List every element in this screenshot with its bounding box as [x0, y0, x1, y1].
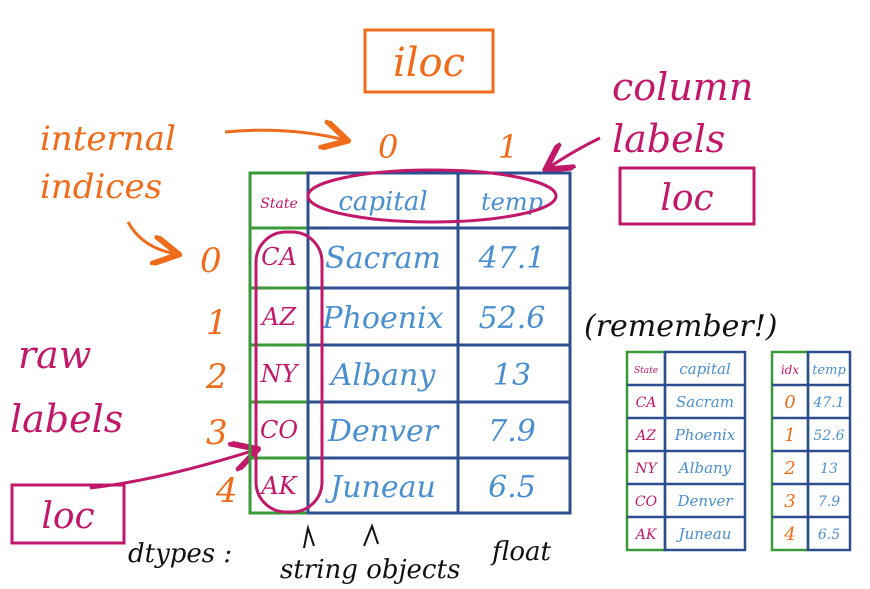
- index-column: [248, 171, 310, 515]
- mini-table-temp: idx temp 0 47.1 1 52.6 2 13 3 7.9 4 6.5: [770, 350, 852, 552]
- mini-right-row-4-idx: 4: [783, 524, 795, 545]
- column-labels-highlight: [306, 168, 558, 224]
- col-index-0: 0: [378, 128, 398, 166]
- mini-right-row-1-idx: 1: [784, 425, 795, 446]
- row-labels-label: labels: [10, 397, 123, 441]
- mini-right-row-3-idx: 3: [784, 491, 795, 512]
- indices-label: indices: [40, 167, 162, 207]
- row-4-state: AK: [259, 472, 298, 500]
- row-2-temp: 13: [493, 358, 531, 393]
- mini-left-row-4-state: AK: [634, 527, 658, 543]
- mini-right-row-0-idx: 0: [784, 392, 795, 413]
- row-loc-box: [10, 483, 126, 545]
- remember-label: (remember!): [584, 309, 778, 344]
- row-1-temp: 52.6: [479, 301, 546, 336]
- mini-right-row-4-temp: 6.5: [818, 527, 840, 543]
- mini-left-index-header: State: [634, 366, 658, 376]
- row-index-3: 3: [206, 413, 228, 453]
- row-1-capital: Phoenix: [321, 301, 443, 336]
- column-labels-label: labels: [612, 117, 725, 161]
- col-index-1: 1: [498, 128, 518, 166]
- mini-left-row-3-state: CO: [635, 494, 658, 510]
- row-3-state: CO: [260, 416, 298, 444]
- row-4-temp: 6.5: [488, 470, 536, 505]
- mini-right-row-0-temp: 47.1: [812, 395, 844, 411]
- row-labels-highlight: [254, 230, 324, 514]
- row-1-state: AZ: [260, 303, 297, 331]
- row-3-temp: 7.9: [488, 414, 536, 449]
- internal-label: internal: [40, 119, 176, 159]
- main-table: State capital temp CA Sacram 47.1 AZ Pho…: [248, 171, 572, 515]
- column-loc-box: [618, 166, 756, 226]
- iloc-box: [363, 28, 495, 94]
- mini-left-row-0-capital: Sacram: [676, 393, 734, 411]
- row-0-state: CA: [261, 243, 297, 271]
- row-index-2: 2: [205, 357, 228, 397]
- row-0-temp: 47.1: [478, 241, 546, 276]
- mini-right-row-3-temp: 7.9: [818, 494, 840, 510]
- index-header: State: [260, 196, 297, 212]
- mini-left-row-2-state: NY: [634, 461, 658, 477]
- row-2-capital: Albany: [328, 358, 437, 393]
- column-label: column: [612, 65, 753, 109]
- dtype-pointer-capital: [363, 523, 379, 547]
- mini-right-header: temp: [812, 363, 846, 378]
- mini-left-row-0-state: CA: [636, 395, 657, 411]
- row-label: raw: [18, 333, 91, 377]
- row-index-0: 0: [200, 241, 222, 281]
- arrow-to-row-labels: [89, 450, 255, 490]
- mini-table-capital: State capital CA Sacram AZ Phoenix NY Al…: [625, 350, 747, 552]
- arrow-to-column-indices: [224, 130, 345, 140]
- row-index-1: 1: [206, 303, 228, 343]
- mini-left-row-2-capital: Albany: [677, 459, 732, 477]
- mini-right-row-1-temp: 52.6: [813, 428, 844, 444]
- header-capital: capital: [338, 187, 427, 217]
- dtype-pointer-index: [303, 524, 315, 549]
- row-loc-label: loc: [41, 496, 94, 537]
- mini-left-row-4-capital: Juneau: [676, 525, 732, 543]
- mini-left-row-1-state: AZ: [634, 428, 656, 444]
- arrow-to-row-indices: [126, 221, 176, 254]
- dtypes-label: dtypes :: [128, 539, 232, 569]
- row-4-capital: Juneau: [324, 470, 436, 505]
- row-0-capital: Sacram: [325, 241, 441, 276]
- float-label: float: [490, 537, 551, 567]
- row-2-state: NY: [260, 360, 300, 388]
- column-loc-label: loc: [660, 178, 713, 219]
- mini-left-header: capital: [679, 360, 731, 378]
- row-index-4: 4: [215, 471, 238, 511]
- mini-right-row-2-temp: 13: [820, 461, 838, 477]
- row-3-capital: Denver: [327, 414, 440, 449]
- mini-right-index-header: idx: [781, 363, 800, 377]
- arrow-to-column-headers: [548, 136, 601, 168]
- iloc-title: iloc: [393, 40, 465, 86]
- mini-left-row-1-capital: Phoenix: [674, 426, 736, 444]
- mini-left-row-3-capital: Denver: [676, 492, 733, 510]
- string-objects-label: string objects: [280, 555, 460, 585]
- data-columns: [306, 171, 572, 515]
- mini-right-row-2-idx: 2: [783, 458, 795, 479]
